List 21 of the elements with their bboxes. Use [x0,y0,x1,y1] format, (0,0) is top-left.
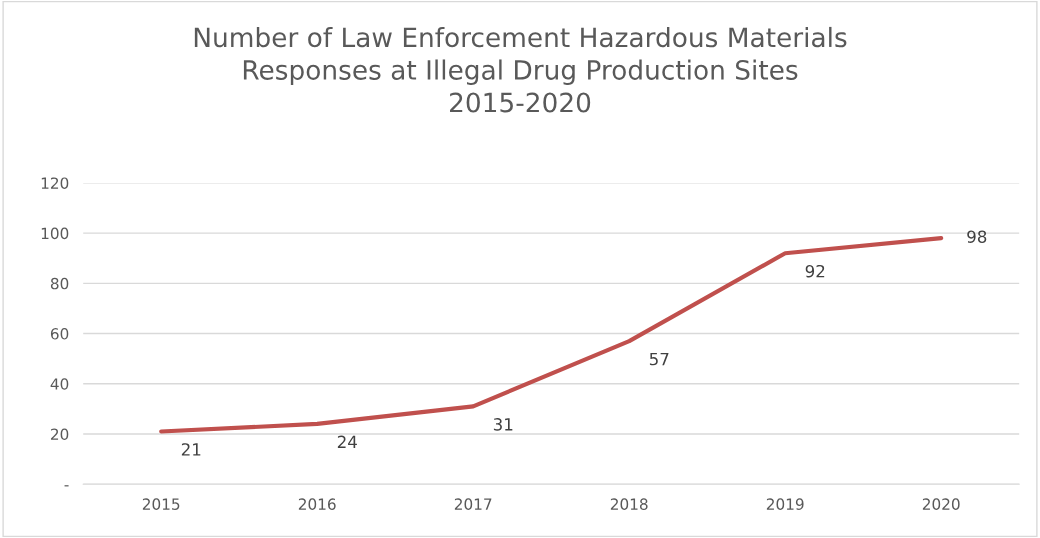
x-tick-label: 2016 [298,498,336,510]
line-series [159,236,944,434]
data-label: 31 [493,418,513,431]
x-tick-label: 2020 [922,498,960,510]
y-tick-label: 40 [50,378,69,390]
y-tick-label: 100 [41,227,69,240]
data-label: 92 [805,264,825,278]
data-label: 24 [337,435,357,448]
y-tick-label: 80 [50,277,69,290]
data-label: 98 [967,230,987,243]
x-tick-label: 2019 [766,498,804,510]
y-tick-label: 20 [50,428,69,441]
data-label: 57 [649,352,669,366]
y-tick-label: - [64,485,69,487]
x-tick-label: 2017 [454,498,492,510]
y-tick-label: 120 [41,177,69,189]
x-tick-label: 2018 [610,498,648,510]
y-tick-label: 60 [50,328,69,340]
x-tick-label: 2015 [142,498,180,510]
data-label: 21 [181,443,201,456]
chart-title: Number of Law Enforcement Hazardous Materials Responses at Illegal Drug Production Sites 2015-2020 [194,26,847,113]
